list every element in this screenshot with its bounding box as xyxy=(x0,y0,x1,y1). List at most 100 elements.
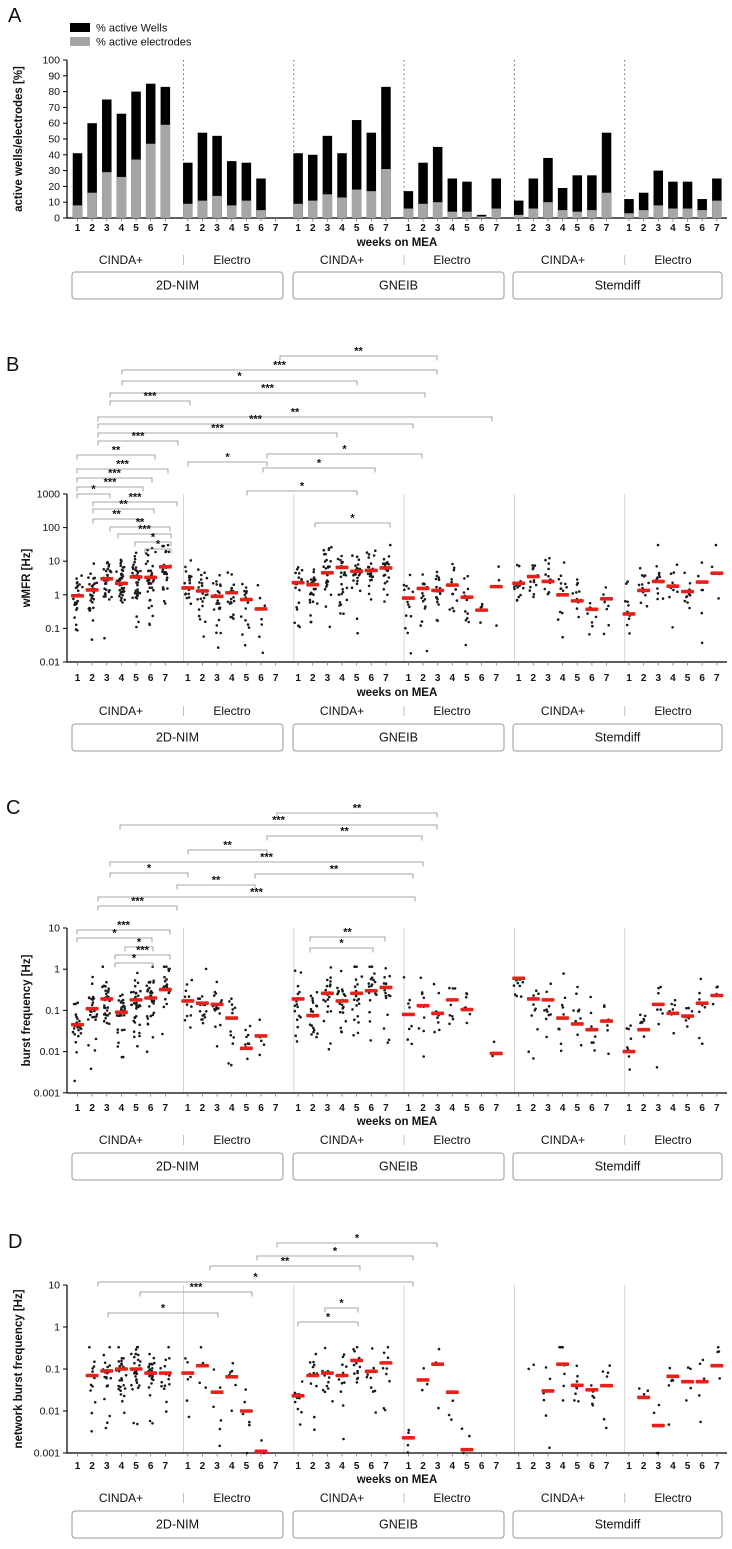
bar-active-electrodes xyxy=(697,210,707,218)
scatter-point xyxy=(382,1351,386,1355)
median-marker xyxy=(556,1016,570,1020)
scatter-point xyxy=(162,1387,166,1390)
scatter-point xyxy=(356,631,359,635)
scatter-point xyxy=(115,1014,119,1017)
scatter-point xyxy=(75,1051,78,1054)
scatter-point xyxy=(627,1055,631,1058)
section-box xyxy=(292,271,505,300)
scatter-point xyxy=(186,1361,189,1364)
scatter-point xyxy=(312,1026,315,1030)
bar-active-electrodes xyxy=(241,200,252,218)
scatter-point xyxy=(326,566,330,569)
scatter-point xyxy=(339,575,343,579)
scatter-point xyxy=(101,985,104,989)
bar-active-electrodes xyxy=(131,159,141,218)
scatter-point xyxy=(218,1386,222,1389)
scatter-point xyxy=(152,1356,156,1360)
scatter-point xyxy=(245,1035,248,1039)
scatter-point xyxy=(198,1010,202,1013)
scatter-point xyxy=(149,569,153,573)
scatter-point xyxy=(374,1411,378,1414)
scatter-point xyxy=(655,1066,659,1069)
scatter-point xyxy=(309,614,312,617)
scatter-point xyxy=(90,1430,93,1433)
bar-active-electrodes xyxy=(668,208,678,218)
scatter-point xyxy=(698,1010,701,1014)
scatter-point xyxy=(340,1030,344,1034)
scatter-point xyxy=(593,1035,597,1038)
scatter-point xyxy=(386,561,389,564)
scatter-point xyxy=(576,1374,579,1378)
section-box-label: Stemdiff xyxy=(595,1160,641,1174)
significance-bracket xyxy=(124,946,154,952)
scatter-point xyxy=(561,611,564,615)
week-tick-label: 3 xyxy=(435,1103,441,1114)
median-marker xyxy=(512,976,526,981)
scatter-point xyxy=(248,1420,251,1424)
scatter-point xyxy=(122,1384,125,1387)
scatter-point xyxy=(91,594,94,597)
scatter-point xyxy=(343,1381,346,1384)
week-tick-label: 6 xyxy=(148,223,154,234)
significance-stars: *** xyxy=(211,423,225,435)
scatter-point xyxy=(661,597,665,600)
scatter-point xyxy=(137,1353,140,1357)
scatter-point xyxy=(120,1362,123,1365)
scatter-point xyxy=(218,606,222,609)
scatter-point xyxy=(94,1037,98,1041)
median-marker xyxy=(401,1436,415,1440)
scatter-point xyxy=(93,1049,97,1052)
scatter-point xyxy=(161,1032,164,1036)
scatter-point xyxy=(358,589,362,593)
week-tick-label: 7 xyxy=(163,1103,169,1114)
scatter-point xyxy=(200,573,203,577)
y-tick-label: 10 xyxy=(48,1280,60,1292)
scatter-point xyxy=(148,598,152,602)
scatter-point xyxy=(161,570,164,574)
significance-stars: * xyxy=(253,1272,258,1284)
median-marker xyxy=(600,1019,614,1023)
median-marker xyxy=(541,1389,555,1393)
scatter-point xyxy=(321,1388,325,1392)
scatter-point xyxy=(572,1009,575,1012)
scatter-point xyxy=(230,1409,233,1412)
scatter-point xyxy=(215,583,218,586)
scatter-point xyxy=(530,1014,533,1017)
scatter-point xyxy=(91,975,94,979)
median-marker xyxy=(637,1395,651,1400)
scatter-point xyxy=(342,1353,346,1356)
section-box xyxy=(71,271,284,300)
bar-active-wells xyxy=(131,91,141,218)
scatter-point xyxy=(529,585,532,589)
significance-brackets: ************* ***************** ***** xyxy=(76,803,438,968)
scatter-point xyxy=(122,1014,126,1017)
scatter-point xyxy=(165,1002,168,1006)
scatter-point xyxy=(122,590,126,593)
median-marker xyxy=(475,608,489,612)
scatter-point xyxy=(160,1384,163,1388)
scatter-point xyxy=(201,1014,204,1017)
scatter-point xyxy=(295,1040,299,1043)
scatter-point xyxy=(544,1366,548,1369)
scatter-point xyxy=(344,1019,348,1023)
scatter-point xyxy=(245,591,248,595)
scatter-point xyxy=(519,995,523,998)
scatter-point xyxy=(205,1010,208,1013)
scatter-point xyxy=(356,576,359,580)
scatter-point xyxy=(106,574,109,577)
scatter-point xyxy=(198,618,202,621)
scatter-point xyxy=(329,980,332,983)
scatter-point xyxy=(382,588,386,591)
scatter-point xyxy=(245,1451,249,1455)
scatter-point xyxy=(323,588,327,591)
median-marker xyxy=(158,565,172,569)
scatter-point xyxy=(436,1016,439,1019)
scatter-point xyxy=(136,588,139,591)
median-marker xyxy=(129,1367,143,1371)
scatter-point xyxy=(196,997,200,1000)
scatter-point xyxy=(115,579,119,583)
significance-stars: * xyxy=(91,484,96,496)
week-tick-label: 4 xyxy=(450,1103,456,1114)
scatter-point xyxy=(165,1410,168,1413)
scatter-point xyxy=(339,558,342,562)
